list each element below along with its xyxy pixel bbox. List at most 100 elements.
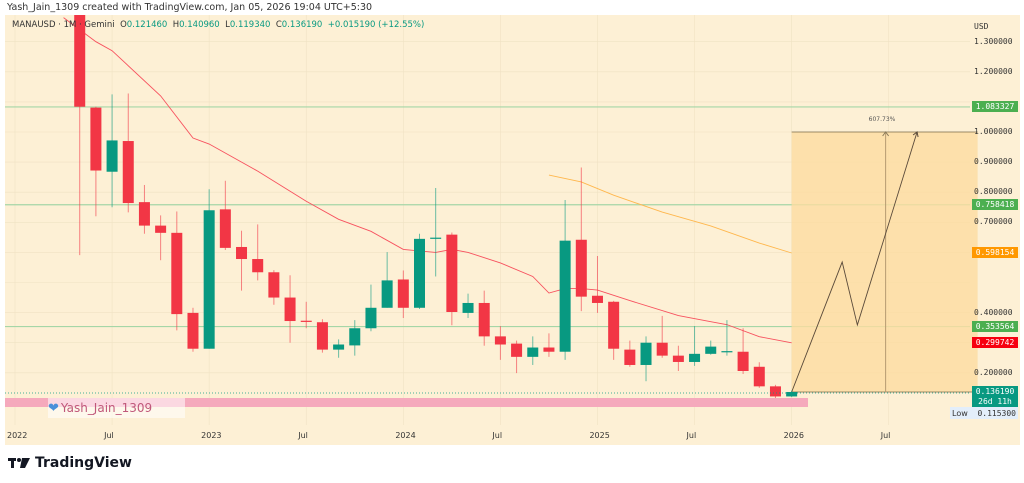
candle-body [365,307,377,329]
candle-body [414,238,425,308]
candle [284,275,296,343]
candle [349,320,361,356]
candle-body [721,351,733,353]
tradingview-logo[interactable]: TradingView [8,455,132,471]
symbol-info[interactable]: MANAUSD · 1M · Gemini [12,20,115,30]
candle-body [494,336,506,345]
candles [74,15,798,399]
candle-body [769,386,781,397]
candle-body [753,366,765,387]
candle-body [268,272,280,298]
candle-body [349,328,361,346]
candle [721,320,733,356]
last-price-badge: 0.136190 26d 11h [972,386,1018,408]
low-marker-value: 0.115300 [977,408,1016,418]
ma-fast-line [63,17,792,344]
low-value: 0.119340 [229,20,271,30]
time-tick: Jul [880,431,891,440]
candle [203,189,215,349]
candle [236,230,248,291]
time-tick: 2025 [589,431,610,440]
candle [171,211,183,331]
candle [414,233,425,309]
candle-body [74,15,86,107]
price-tick: 0.700000 [974,217,1013,227]
candle [624,340,636,367]
candle-body [381,280,393,308]
candle-body [284,297,296,322]
price-tick: 1.300000 [974,36,1013,46]
candle-body [333,344,345,350]
candle [430,187,442,277]
chart-credit: Yash_Jain_1309 created with TradingView.… [7,2,373,13]
candle [138,184,150,234]
candle-body [640,342,652,365]
candle [316,319,328,353]
heart-icon: ❤ [48,400,59,416]
candle-body [672,355,684,362]
candle-body [559,240,571,352]
time-tick: 2024 [395,431,416,440]
time-tick: 2026 [783,431,804,440]
candle [656,315,668,358]
high-label: H [172,20,180,30]
candle-body [236,246,248,260]
projection-drawing[interactable] [791,131,978,393]
candle-body [689,353,701,362]
candle [446,232,458,326]
change-value: +0.015190 (+12.55%) [327,20,425,30]
candle [575,167,587,312]
candle-body [656,342,668,356]
candle-body [316,322,328,350]
candle-body [591,295,603,303]
low-zone-band [5,398,808,407]
tradingview-logo-icon [8,458,30,468]
price-tick: 0.400000 [974,307,1013,317]
candle [155,215,167,261]
candle-body [511,343,523,357]
price-badge: 0.299742 [972,336,1018,348]
candle [705,340,717,355]
candle [737,328,749,375]
candle [753,362,765,388]
candle [689,326,701,366]
candle [187,307,199,352]
candle [333,339,345,358]
price-tick: 1.200000 [974,66,1013,76]
candle [397,270,409,319]
candle-body [430,237,442,239]
candle-body [527,347,539,357]
candle [74,15,86,256]
low-label: L [225,20,230,30]
watermark-text: Yash_Jain_1309 [60,401,153,415]
price-badge: 0.598154 [972,246,1018,258]
open-value: 0.121460 [126,20,168,30]
price-badge: 1.083327 [972,100,1018,112]
candle [300,301,312,329]
arrow-head-icon [912,131,919,138]
price-badge: 0.758418 [972,198,1018,210]
brand-name: TradingView [35,455,132,471]
candle [672,345,684,371]
time-tick: 2022 [7,431,28,440]
candle-body [786,392,798,397]
candle [381,252,393,308]
projection-percent: 607.73% [869,116,896,123]
time-tick: Jul [104,431,114,440]
price-tick: 0.800000 [974,187,1013,197]
time-tick: Jul [492,431,503,440]
close-label: C [275,20,282,30]
candle [122,93,134,213]
time-tick: 2023 [201,431,222,440]
candle-body [252,259,264,273]
candle-body [543,347,555,352]
time-tick: Jul [686,431,697,440]
candle [365,284,377,332]
candle-body [300,320,312,322]
candle [527,336,539,365]
price-badge: 0.353564 [972,320,1018,332]
candle-body [219,209,231,248]
open-label: O [120,20,127,30]
candle [268,270,280,305]
